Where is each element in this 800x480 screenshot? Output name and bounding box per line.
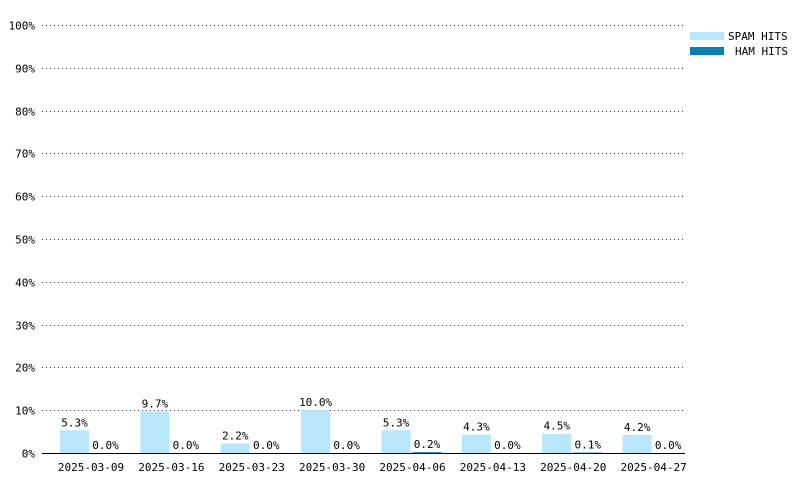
- legend-item-ham: HAM HITS: [690, 45, 798, 60]
- y-tick-label: 30%: [15, 320, 35, 333]
- x-tick-label: 2025-04-06: [379, 461, 445, 474]
- data-label-ham: 0.0%: [333, 439, 360, 452]
- y-tick-label: 50%: [15, 234, 35, 247]
- legend-label-ham: HAM HITS: [735, 45, 788, 58]
- x-tick-label: 2025-03-23: [219, 461, 285, 474]
- legend-swatch-ham: [690, 47, 724, 55]
- bar-ham: [412, 452, 442, 453]
- x-tick-label: 2025-04-27: [621, 461, 687, 474]
- data-label-ham: 0.2%: [414, 438, 441, 451]
- bar-spam: [140, 411, 170, 453]
- x-tick-label: 2025-03-16: [138, 461, 204, 474]
- data-label-ham: 0.0%: [253, 439, 280, 452]
- data-label-ham: 0.0%: [655, 439, 682, 452]
- y-axis-ticks: 0% 10% 20% 30% 40% 50% 60% 70% 80% 90% 100%: [9, 20, 36, 461]
- y-tick-label: 40%: [15, 277, 35, 290]
- legend: SPAM HITS HAM HITS: [690, 30, 798, 60]
- y-tick-label: 100%: [9, 20, 36, 33]
- data-label-ham: 0.0%: [92, 439, 119, 452]
- legend-swatch-spam: [690, 32, 724, 40]
- bar-spam: [220, 443, 250, 453]
- data-label-spam: 4.2%: [624, 421, 651, 434]
- y-tick-label: 0%: [22, 448, 36, 461]
- bar-spam: [381, 430, 411, 453]
- data-label-spam: 10.0%: [299, 396, 332, 409]
- data-label-ham: 0.0%: [173, 439, 200, 452]
- bars: 5.3% 0.0% 9.7% 0.0% 2.2% 0.0% 10.0% 0.0% 5.3% 0.2…: [60, 396, 682, 453]
- data-label-spam: 4.5%: [544, 420, 571, 433]
- y-tick-label: 90%: [15, 63, 35, 76]
- data-label-spam: 5.3%: [61, 416, 88, 429]
- gridlines: [42, 25, 685, 411]
- data-label-spam: 9.7%: [142, 397, 169, 410]
- data-label-ham: 0.1%: [575, 439, 602, 452]
- bar-spam: [542, 433, 572, 453]
- x-tick-label: 2025-04-13: [460, 461, 526, 474]
- y-tick-label: 60%: [15, 191, 35, 204]
- legend-label-spam: SPAM HITS: [728, 30, 788, 43]
- y-tick-label: 70%: [15, 148, 35, 161]
- data-label-spam: 5.3%: [383, 416, 410, 429]
- y-tick-label: 10%: [15, 405, 35, 418]
- data-label-spam: 4.3%: [463, 421, 490, 434]
- x-axis-ticks: 2025-03-09 2025-03-16 2025-03-23 2025-03-30…: [58, 461, 687, 474]
- y-tick-label: 80%: [15, 106, 35, 119]
- y-tick-label: 20%: [15, 362, 35, 375]
- x-tick-label: 2025-03-30: [299, 461, 365, 474]
- bar-spam: [461, 434, 491, 453]
- data-label-ham: 0.0%: [494, 439, 521, 452]
- bar-spam: [622, 435, 652, 453]
- legend-item-spam: SPAM HITS: [690, 30, 798, 45]
- x-tick-label: 2025-03-09: [58, 461, 124, 474]
- bar-spam: [301, 410, 331, 453]
- x-tick-label: 2025-04-20: [540, 461, 606, 474]
- data-label-spam: 2.2%: [222, 430, 249, 443]
- bar-spam: [60, 430, 89, 453]
